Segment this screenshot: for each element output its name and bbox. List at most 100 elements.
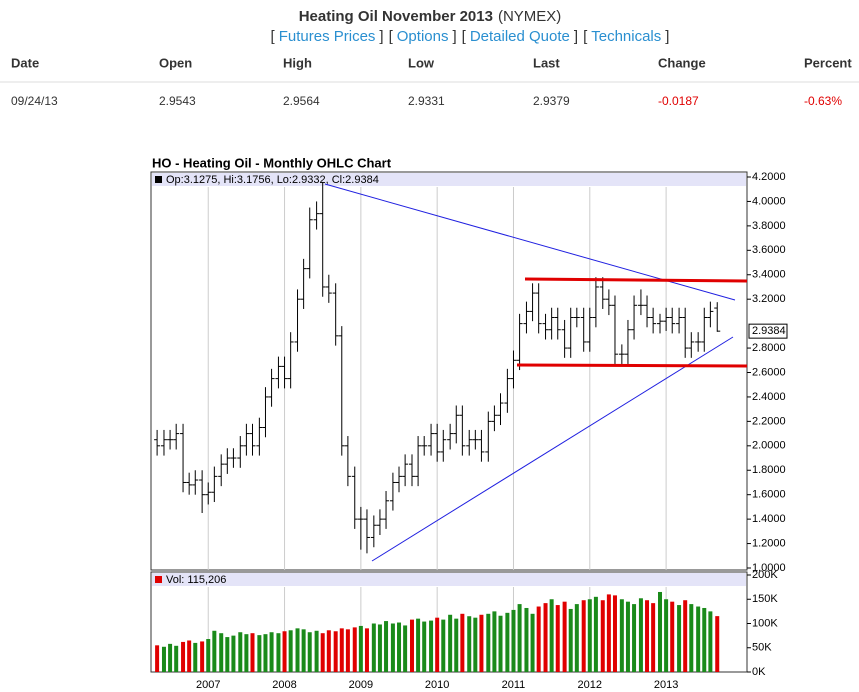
nav-link[interactable]: Futures Prices [279,28,376,45]
volume-bar [651,603,656,672]
volume-bar [339,628,344,672]
volume-bar [536,606,541,672]
bracket: [ [462,28,467,45]
y-tick-label: 50K [752,642,772,654]
volume-bar [467,616,472,672]
last-price-box [748,323,788,339]
link-bar: [Futures Prices][Options][Detailed Quote… [271,28,670,45]
volume-bar [645,600,650,672]
volume-bar [460,613,465,672]
volume-bar [352,627,357,672]
volume-bar [479,614,484,672]
x-tick-label: 2008 [272,679,296,691]
volume-bar [492,611,497,672]
chart-title: HO - Heating Oil - Monthly OHLC Chart [152,155,392,170]
bracket: ] [379,28,383,45]
column-header: Date [11,55,39,70]
volume-bar [696,606,701,672]
volume-bar [345,629,350,672]
column-header: Open [159,55,192,70]
quote-title: Heating Oil November 2013 (NYMEX) [299,8,562,25]
y-tick-label: 4.0000 [752,195,786,207]
y-tick-label: 200K [752,569,778,581]
exchange: (NYMEX) [498,8,561,25]
volume-bar [689,604,694,672]
volume-bar [708,611,713,672]
volume-bar [193,642,198,672]
volume-bar [422,621,427,672]
resistance-line [524,277,748,283]
legend-marker [155,176,162,183]
y-tick-label: 3.6000 [752,244,786,256]
x-tick-label: 2012 [578,679,602,691]
y-tick-label: 4.2000 [752,171,786,183]
y-tick-label: 2.6000 [752,366,786,378]
plot: 2007 2008 2009 2010 2011 2012 2013 4.2000 4.0000… [154,171,786,691]
nav-link[interactable]: Options [397,28,449,45]
volume-bar [276,633,281,672]
x-tick-label: 2007 [196,679,220,691]
volume-bar [517,604,522,672]
legend-marker [155,576,162,583]
cell: -0.0187 [658,94,699,108]
nav-link[interactable]: Technicals [591,28,661,45]
volume-bar [435,617,440,672]
volume-bar [441,619,446,672]
cell: 2.9564 [283,94,320,108]
volume-bar [244,634,249,672]
volume-bar [288,630,293,672]
volume-bar [625,601,630,672]
volume-bar [448,614,453,672]
volume-bar [219,633,224,672]
nav-link[interactable]: Detailed Quote [470,28,570,45]
volume-bar [658,591,663,672]
y-tick-label: 3.8000 [752,220,786,232]
volume-bar [574,604,579,672]
volume-bar [200,641,205,672]
bracket: [ [389,28,394,45]
bracket: ] [452,28,456,45]
y-tick-label: 100K [752,617,778,629]
volume-bar [683,600,688,672]
y-tick-label: 2.0000 [752,440,786,452]
volume-bar [257,635,262,672]
trend-lines [324,183,748,562]
volume-bar [403,625,408,672]
y-tick-label: 1.0000 [752,562,786,574]
title-text: Heating Oil November 2013 [299,8,493,25]
volume-bar [498,615,503,672]
cell: 09/24/13 [11,94,58,108]
volume-bar [429,620,434,672]
volume-bar [397,622,402,672]
volume-bar [473,617,478,672]
volume-bar [155,645,160,672]
cell: -0.63% [804,94,842,108]
volume-bar [161,646,166,672]
volume-bar [511,609,516,672]
x-tick-label: 2011 [502,679,526,691]
last-price: 2.9384 [748,323,788,339]
volume-bar [282,631,287,672]
y-tick-label: 1.8000 [752,464,786,476]
volume-bar [320,633,325,672]
y-tick-label: 2.2000 [752,415,786,427]
trend-line [371,336,734,562]
volume-bar [364,628,369,672]
volume-bar [212,630,217,672]
volume-bar [549,599,554,672]
volume-bar [238,632,243,672]
volume-bar [568,608,573,672]
volume-bar [174,645,179,672]
cell: 2.9331 [408,94,445,108]
volume-bar [314,630,319,672]
volume-bar [295,628,300,672]
volume-bar [555,605,560,672]
quote-table: Date 09/24/13 Open 2.9543 High 2.9564 Low 2.933… [11,55,852,108]
volume-bar [181,641,186,672]
volume-bar [390,623,395,672]
bracket: [ [583,28,588,45]
volume-bar [206,639,211,672]
price-panel [150,171,748,571]
bracket: ] [665,28,669,45]
